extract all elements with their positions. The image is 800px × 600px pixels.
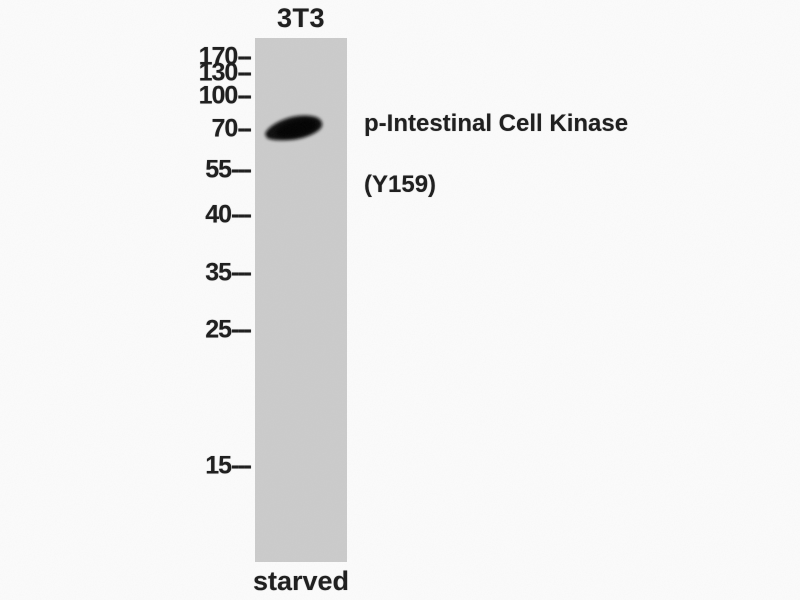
mw-marker-40: 40---	[0, 200, 252, 229]
mw-marker-35: 35---	[0, 258, 252, 287]
mw-marker-tick: ---	[231, 451, 252, 480]
mw-marker-value: 15	[205, 451, 232, 480]
mw-marker-value: 55	[205, 155, 232, 184]
mw-marker-100: 100--	[0, 81, 252, 110]
condition-label: starved	[252, 566, 350, 596]
mw-marker-tick: ---	[231, 200, 252, 229]
mw-marker-value: 35	[205, 258, 232, 287]
mw-marker-value: 25	[205, 315, 232, 344]
lane-label: 3T3	[276, 3, 326, 33]
mw-marker-value: 70	[211, 114, 239, 143]
mw-marker-25: 25---	[0, 315, 252, 344]
mw-marker-55: 55---	[0, 155, 252, 184]
mw-marker-tick: --	[237, 114, 252, 143]
target-annotation: p-Intestinal Cell Kinase (Y159)	[364, 109, 628, 200]
mw-marker-value: 100	[198, 81, 239, 110]
mw-marker-tick: --	[237, 81, 252, 110]
mw-marker-tick: ---	[231, 258, 252, 287]
mw-marker-tick: ---	[231, 315, 252, 344]
mw-marker-tick: ---	[231, 155, 252, 184]
blot-lane	[255, 38, 347, 562]
mw-marker-70: 70--	[0, 114, 252, 143]
mw-marker-15: 15---	[0, 451, 252, 480]
target-label-line1: p-Intestinal Cell Kinase	[364, 110, 629, 137]
mw-marker-value: 40	[205, 200, 232, 229]
target-label-line2: (Y159)	[364, 171, 437, 198]
